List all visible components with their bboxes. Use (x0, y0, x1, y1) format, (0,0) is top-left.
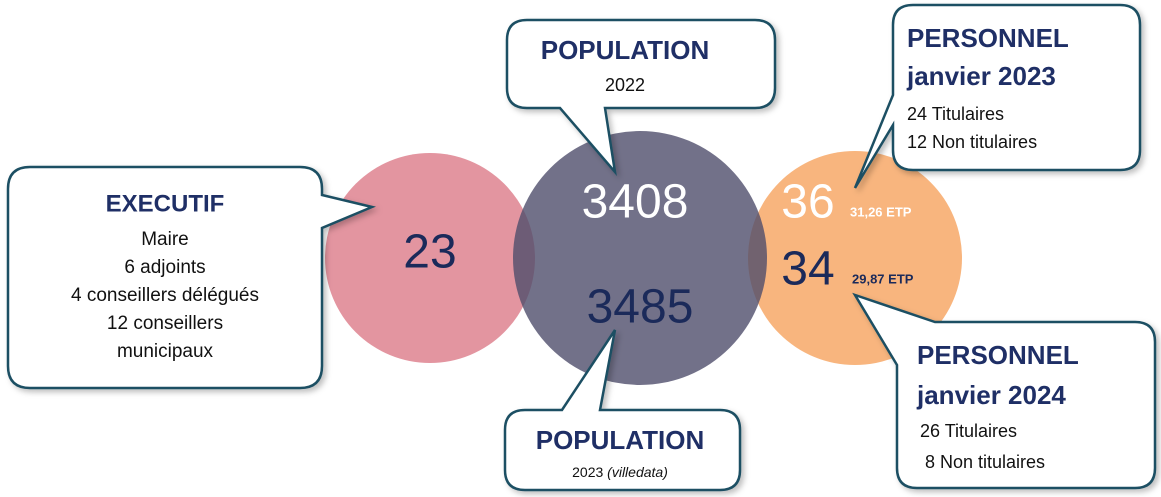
executif-line: municipaux (117, 341, 214, 362)
population-2023-callout (503, 329, 742, 492)
population-2022-callout (505, 18, 777, 177)
personnel-2023-callout (853, 3, 1142, 189)
personnel-2024-date: janvier 2024 (916, 380, 1066, 410)
personnel-circle (748, 151, 962, 365)
personnel-2023-count: 36 (781, 176, 834, 229)
population-circle (513, 131, 767, 385)
population-2023-year: 2023 (572, 464, 603, 480)
population-2023-title: POPULATION (536, 425, 705, 455)
personnel-2023-line: 24 Titulaires (907, 104, 1004, 124)
executif-line: 12 conseillers (107, 313, 223, 334)
executif-callout (6, 165, 377, 390)
personnel-2024-count: 34 (781, 243, 834, 296)
executif-line: Maire (141, 229, 189, 250)
executif-circle (325, 153, 535, 363)
personnel-2023-etp: 31,26 ETP (850, 204, 912, 219)
personnel-2023-title: PERSONNEL (907, 23, 1069, 53)
executif-title: EXECUTIF (106, 190, 225, 217)
personnel-2024-etp: 29,87 ETP (852, 271, 914, 286)
population-2023-count: 3485 (587, 281, 694, 334)
personnel-2024-line: 26 Titulaires (920, 421, 1017, 441)
population-2022-year: 2022 (605, 75, 645, 95)
personnel-2023-line: 12 Non titulaires (907, 132, 1037, 152)
executif-line: 6 adjoints (124, 257, 205, 278)
executif-line: 4 conseillers délégués (71, 285, 259, 306)
population-2023-subtitle: 2023 (villedata) (572, 464, 668, 480)
population-2022-count: 3408 (582, 176, 689, 229)
personnel-2024-title: PERSONNEL (917, 340, 1079, 370)
population-2022-title: POPULATION (541, 35, 710, 65)
population-2023-source: (villedata) (607, 464, 668, 480)
executif-count: 23 (403, 226, 456, 279)
personnel-2024-line: 8 Non titulaires (925, 452, 1045, 472)
personnel-2024-callout (852, 292, 1157, 490)
personnel-2023-date: janvier 2023 (906, 61, 1056, 91)
